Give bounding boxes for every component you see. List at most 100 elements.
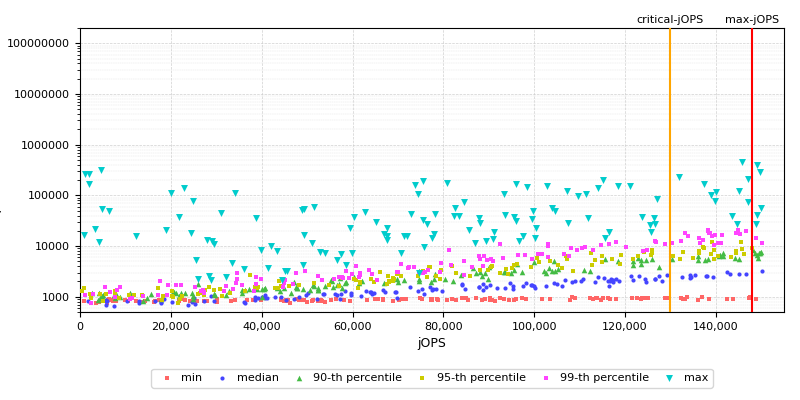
95-th percentile [156, 292, 169, 299]
99-th percentile [473, 253, 486, 259]
max [561, 188, 574, 194]
90-th percentile [479, 270, 492, 276]
max [704, 191, 717, 198]
max [498, 191, 510, 197]
95-th percentile [693, 250, 706, 256]
min [449, 296, 462, 303]
99-th percentile [104, 288, 117, 295]
median [490, 285, 503, 292]
99-th percentile [658, 241, 671, 248]
max [187, 198, 200, 204]
95-th percentile [434, 266, 447, 273]
95-th percentile [697, 244, 710, 251]
90-th percentile [192, 281, 205, 287]
99-th percentile [174, 282, 187, 289]
max [102, 208, 115, 214]
median [526, 282, 538, 288]
95-th percentile [525, 264, 538, 270]
95-th percentile [614, 252, 627, 258]
max [517, 233, 530, 239]
min [107, 298, 120, 304]
median [661, 272, 674, 278]
median [427, 286, 440, 292]
99-th percentile [602, 241, 615, 247]
95-th percentile [423, 264, 436, 270]
max [314, 249, 326, 256]
max [698, 181, 710, 188]
95-th percentile [586, 262, 598, 268]
90-th percentile [377, 280, 390, 287]
max [480, 238, 493, 244]
median [559, 277, 572, 283]
95-th percentile [135, 292, 148, 298]
min [89, 300, 102, 306]
median [612, 278, 625, 284]
90-th percentile [511, 260, 524, 267]
median [418, 291, 430, 297]
max [330, 257, 343, 264]
95-th percentile [638, 249, 650, 256]
median [389, 289, 402, 295]
90-th percentile [186, 290, 198, 296]
median [121, 298, 134, 304]
median [639, 278, 652, 285]
99-th percentile [250, 281, 262, 288]
99-th percentile [542, 243, 554, 249]
99-th percentile [85, 300, 98, 306]
median [588, 278, 601, 285]
99-th percentile [226, 285, 239, 292]
median [569, 278, 582, 284]
median [154, 298, 167, 305]
min [100, 300, 113, 306]
min [425, 296, 438, 302]
90-th percentile [312, 285, 325, 291]
95-th percentile [730, 247, 742, 254]
max [529, 235, 542, 242]
max [512, 238, 525, 245]
Text: max-jOPS: max-jOPS [725, 15, 779, 25]
median [133, 300, 146, 306]
99-th percentile [542, 241, 554, 247]
99-th percentile [236, 282, 249, 288]
max [173, 214, 186, 220]
max [219, 274, 232, 280]
90-th percentile [312, 287, 325, 293]
99-th percentile [354, 269, 366, 276]
min [750, 296, 762, 302]
90-th percentile [538, 268, 550, 274]
median [258, 292, 271, 298]
95-th percentile [412, 272, 425, 279]
median [610, 276, 623, 282]
min [661, 294, 674, 301]
median [188, 300, 201, 307]
min [494, 295, 506, 302]
min [726, 296, 739, 302]
max [644, 229, 657, 236]
max [412, 270, 425, 276]
99-th percentile [278, 280, 291, 286]
90-th percentile [475, 272, 488, 279]
99-th percentile [594, 242, 607, 248]
max [409, 182, 422, 188]
99-th percentile [494, 241, 507, 248]
99-th percentile [620, 244, 633, 250]
90-th percentile [304, 287, 317, 293]
min [692, 296, 705, 303]
90-th percentile [114, 294, 127, 300]
99-th percentile [350, 262, 362, 269]
99-th percentile [610, 239, 622, 246]
99-th percentile [402, 264, 415, 270]
99-th percentile [679, 230, 692, 236]
max [190, 256, 203, 263]
99-th percentile [694, 240, 707, 247]
90-th percentile [754, 249, 767, 256]
95-th percentile [381, 281, 394, 287]
max [571, 192, 584, 199]
max [648, 215, 661, 222]
median [317, 290, 330, 297]
90-th percentile [291, 284, 304, 291]
max [429, 211, 442, 217]
max [742, 198, 754, 205]
99-th percentile [198, 290, 210, 296]
90-th percentile [325, 277, 338, 284]
